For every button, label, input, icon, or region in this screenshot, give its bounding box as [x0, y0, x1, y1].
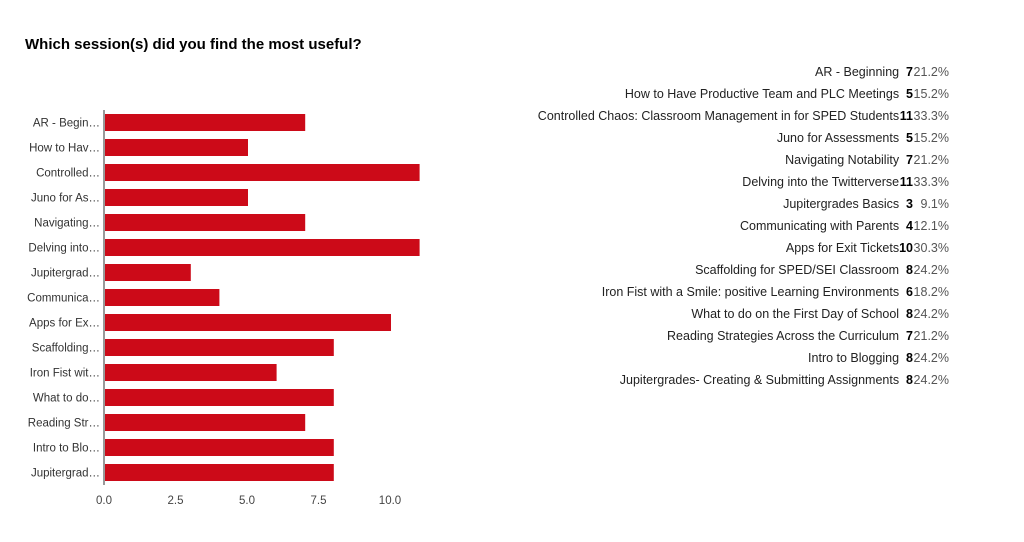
x-tick-label: 2.5: [168, 495, 184, 507]
summary-count: 4: [906, 219, 913, 233]
category-label: Iron Fist wit…: [30, 368, 100, 380]
summary-row: Communicating with Parents 4 12.1%: [538, 215, 949, 237]
bar: [105, 139, 248, 156]
summary-percent: 15.2%: [913, 87, 949, 101]
summary-name: Communicating with Parents: [739, 219, 900, 233]
summary-row: Juno for Assessments 5 15.2%: [538, 127, 949, 149]
category-label: Apps for Ex…: [29, 318, 100, 330]
summary-name: Navigating Notability: [785, 153, 900, 167]
summary-row: What to do on the First Day of School 8 24…: [538, 303, 949, 325]
summary-name: Delving into the Twitterverse: [742, 175, 900, 189]
summary-percent: 30.3%: [913, 241, 949, 255]
bar: [105, 264, 191, 281]
summary-count: 11: [899, 109, 913, 123]
summary-percent: 24.2%: [913, 351, 949, 365]
category-label: Navigating…: [34, 218, 100, 230]
bar: [105, 164, 420, 181]
summary-row: Iron Fist with a Smile: positive Learnin…: [538, 281, 949, 303]
summary-row: Reading Strategies Across the Curriculum…: [538, 325, 949, 347]
category-label: Jupitergrad…: [31, 268, 100, 280]
summary-percent: 18.2%: [913, 285, 949, 299]
category-label: Intro to Blo…: [33, 443, 100, 455]
summary-percent: 15.2%: [913, 131, 949, 145]
summary-name: Jupitergrades Basics: [783, 197, 900, 211]
category-label: AR - Begin…: [33, 118, 100, 130]
summary-row: Apps for Exit Tickets 10 30.3%: [538, 237, 949, 259]
summary-name: Controlled Chaos: Classroom Management i…: [537, 109, 900, 123]
category-label: Controlled…: [36, 168, 100, 180]
category-label: What to do…: [33, 393, 100, 405]
summary-name: What to do on the First Day of School: [691, 307, 900, 321]
x-tick-label: 5.0: [239, 495, 255, 507]
summary-name: Reading Strategies Across the Curriculum: [667, 329, 900, 343]
summary-count: 5: [906, 131, 913, 145]
category-label: Reading Str…: [28, 418, 100, 430]
summary-percent: 24.2%: [913, 307, 949, 321]
summary-count: 5: [906, 87, 913, 101]
summary-percent: 33.3%: [913, 175, 949, 189]
bar: [105, 189, 248, 206]
summary-count: 8: [906, 307, 913, 321]
summary-row: Delving into the Twitterverse 11 33.3%: [538, 171, 949, 193]
summary-count: 10: [899, 241, 913, 255]
chart-title: Which session(s) did you find the most u…: [25, 36, 362, 53]
category-label: Delving into…: [28, 243, 100, 255]
category-label: Juno for As…: [31, 193, 100, 205]
summary-percent: 21.2%: [913, 329, 949, 343]
summary-percent: 24.2%: [913, 373, 949, 387]
summary-count: 3: [906, 197, 913, 211]
summary-row: Intro to Blogging 8 24.2%: [538, 347, 949, 369]
summary-count: 8: [906, 373, 913, 387]
bar: [105, 414, 306, 431]
summary-count: 7: [906, 153, 913, 167]
summary-count: 11: [899, 175, 913, 189]
bar: [105, 239, 420, 256]
summary-name: Jupitergrades- Creating & Submitting Ass…: [619, 373, 900, 387]
bar: [105, 289, 220, 306]
summary-name: AR - Beginning: [815, 65, 900, 79]
summary-percent: 24.2%: [913, 263, 949, 277]
summary-percent: 21.2%: [913, 65, 949, 79]
summary-count: 8: [906, 351, 913, 365]
bar: [105, 339, 334, 356]
x-tick-label: 0.0: [96, 495, 112, 507]
summary-name: Juno for Assessments: [776, 131, 900, 145]
bar: [105, 439, 334, 456]
summary-count: 7: [906, 329, 913, 343]
summary-row: Jupitergrades Basics 3 9.1%: [538, 193, 949, 215]
category-label: How to Hav…: [29, 143, 100, 155]
summary-name: Apps for Exit Tickets: [785, 241, 900, 255]
summary-percent: 12.1%: [913, 219, 949, 233]
summary-row: Controlled Chaos: Classroom Management i…: [538, 105, 949, 127]
bar: [105, 464, 334, 481]
summary-count: 8: [906, 263, 913, 277]
summary-count: 6: [906, 285, 913, 299]
summary-row: AR - Beginning 7 21.2%: [538, 61, 949, 83]
summary-percent: 9.1%: [920, 197, 950, 211]
category-label: Scaffolding…: [32, 343, 100, 355]
summary-count: 7: [906, 65, 913, 79]
bar: [105, 389, 334, 406]
summary-row: Scaffolding for SPED/SEI Classroom 8 24.2%: [538, 259, 949, 281]
summary-percent: 21.2%: [913, 153, 949, 167]
summary-name: Intro to Blogging: [808, 351, 900, 365]
summary-name: Iron Fist with a Smile: positive Learnin…: [601, 285, 900, 299]
category-label: Communica…: [27, 293, 100, 305]
summary-row: How to Have Productive Team and PLC Meet…: [538, 83, 949, 105]
summary-name: Scaffolding for SPED/SEI Classroom: [695, 263, 900, 277]
summary-percent: 33.3%: [913, 109, 949, 123]
x-tick-label: 7.5: [311, 495, 327, 507]
bar: [105, 314, 391, 331]
bar: [105, 114, 306, 131]
bar: [105, 364, 277, 381]
summary-table: AR - Beginning 7 21.2% How to Have Producti…: [538, 61, 949, 391]
bar-chart: AR - Begin… How to Hav… Controlled… Juno fo…: [27, 110, 420, 507]
category-label: Jupitergrad…: [31, 468, 100, 480]
summary-name: How to Have Productive Team and PLC Meet…: [624, 87, 900, 101]
x-tick-label: 10.0: [379, 495, 401, 507]
bar: [105, 214, 306, 231]
summary-row: Navigating Notability 7 21.2%: [538, 149, 949, 171]
summary-row: Jupitergrades- Creating & Submitting Ass…: [538, 369, 949, 391]
